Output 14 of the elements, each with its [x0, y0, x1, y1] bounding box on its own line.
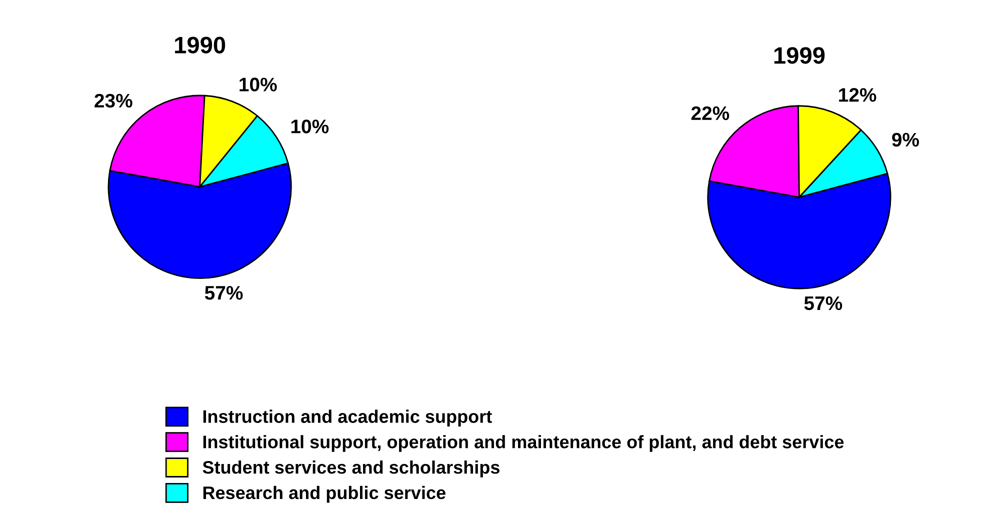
data-label: 12% [839, 88, 876, 102]
data-label: 9% [892, 132, 919, 147]
legend-label: Instruction and academic support [203, 410, 492, 427]
chart-title: 1999 [774, 47, 825, 64]
data-label: 23% [94, 94, 132, 108]
legend-label: Student services and scholarships [202, 460, 500, 478]
data-label: 57% [804, 296, 842, 310]
legend-label: Institutional support, operation and maintenance of plant, and debt service [203, 435, 844, 452]
data-label: 10% [291, 120, 329, 134]
legend-label: Research and public service [203, 486, 446, 503]
data-label: 10% [240, 78, 277, 92]
data-label: 22% [691, 106, 730, 120]
data-label: 57% [204, 286, 243, 300]
chart-title: 1990 [175, 36, 226, 54]
